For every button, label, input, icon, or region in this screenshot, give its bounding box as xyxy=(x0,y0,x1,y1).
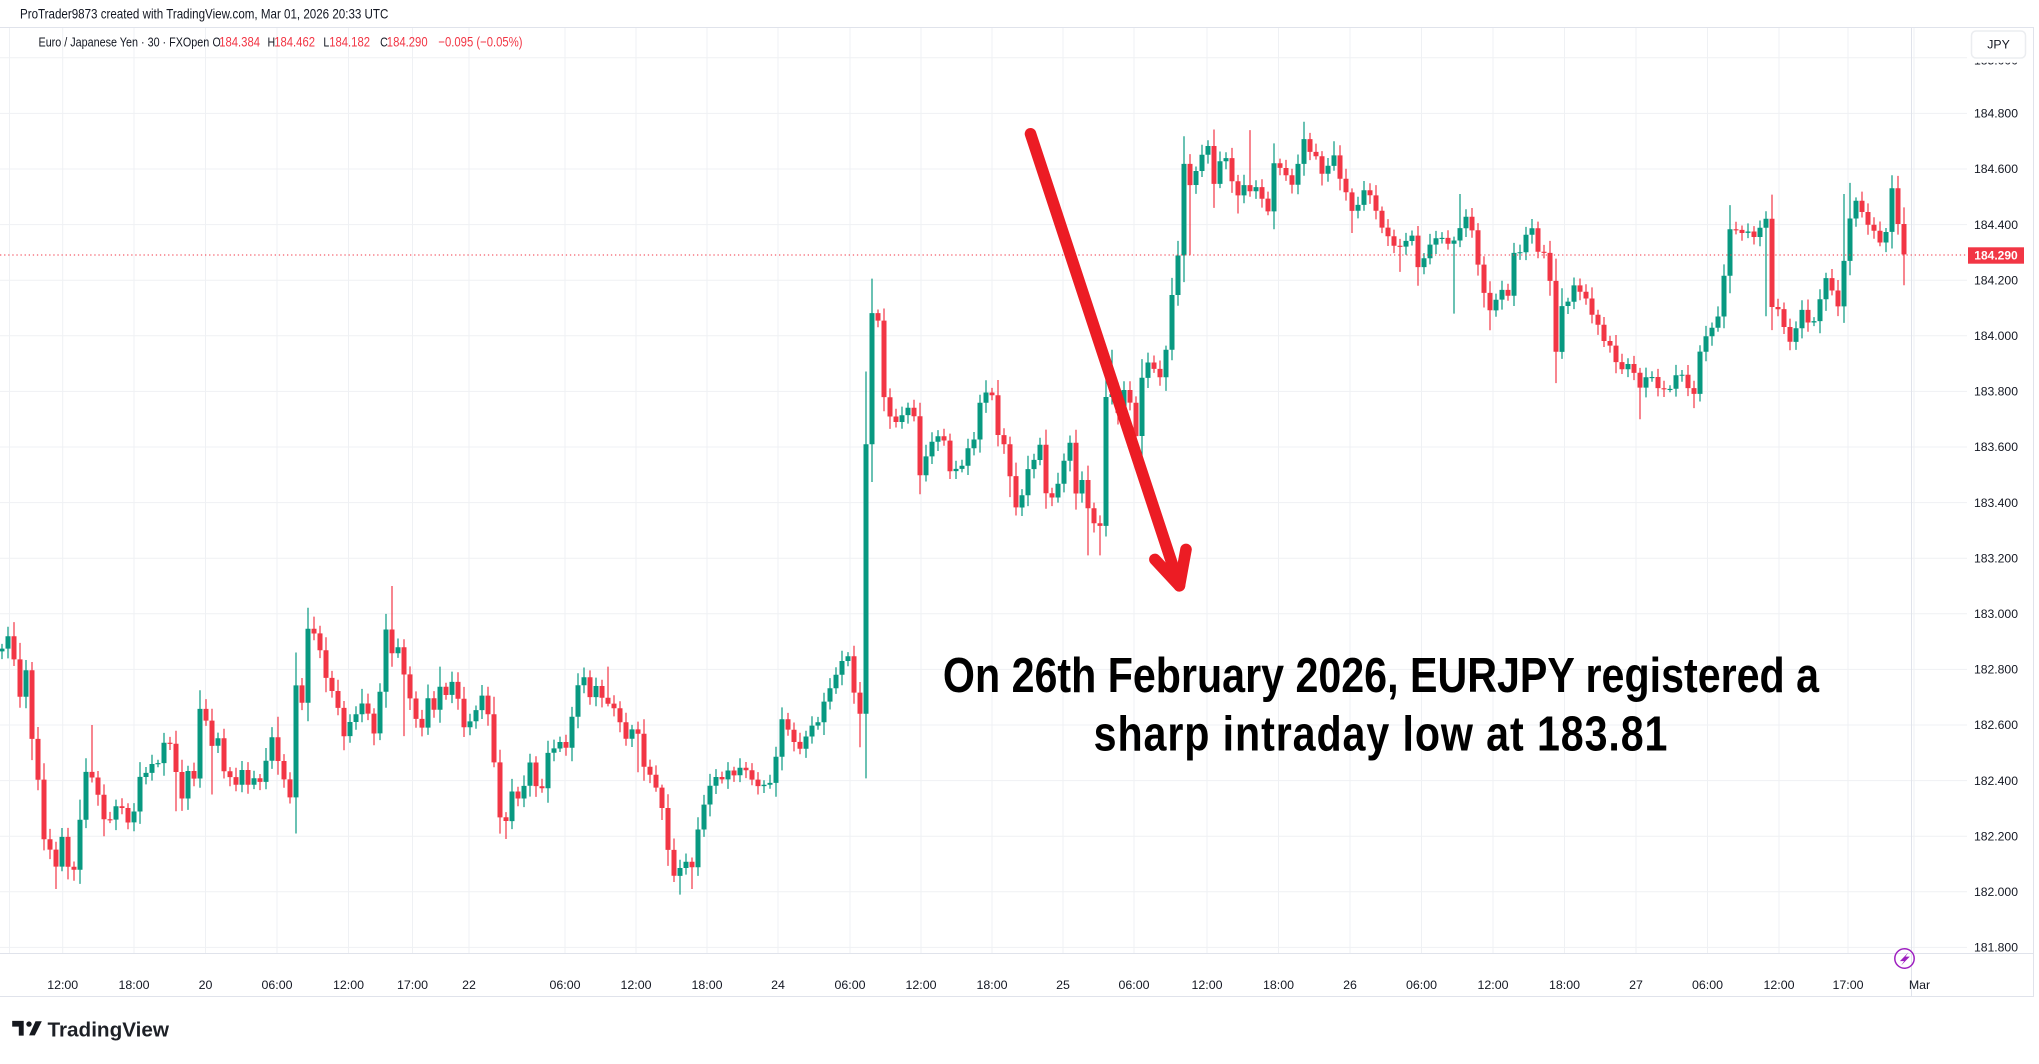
svg-text:184.290: 184.290 xyxy=(387,35,428,50)
svg-text:ProTrader9873 created with Tra: ProTrader9873 created with TradingView.c… xyxy=(20,7,388,22)
svg-text:TradingView: TradingView xyxy=(48,1019,170,1042)
svg-text:18:00: 18:00 xyxy=(691,978,722,992)
svg-text:sharp intraday low at 183.81: sharp intraday low at 183.81 xyxy=(1094,706,1669,761)
svg-text:18:00: 18:00 xyxy=(976,978,1007,992)
svg-text:06:00: 06:00 xyxy=(1406,978,1437,992)
svg-text:182.600: 182.600 xyxy=(1974,718,2018,732)
svg-text:JPY: JPY xyxy=(1987,38,2010,52)
svg-text:184.200: 184.200 xyxy=(1974,273,2018,287)
svg-text:183.400: 183.400 xyxy=(1974,496,2018,510)
svg-text:183.200: 183.200 xyxy=(1974,551,2018,565)
svg-text:12:00: 12:00 xyxy=(620,978,651,992)
svg-text:184.600: 184.600 xyxy=(1974,162,2018,176)
svg-text:24: 24 xyxy=(771,978,785,992)
svg-text:12:00: 12:00 xyxy=(1191,978,1222,992)
svg-text:12:00: 12:00 xyxy=(905,978,936,992)
svg-text:182.200: 182.200 xyxy=(1974,829,2018,843)
svg-text:184.290: 184.290 xyxy=(1974,249,2018,263)
svg-text:06:00: 06:00 xyxy=(549,978,580,992)
svg-text:22: 22 xyxy=(462,978,476,992)
svg-text:182.800: 182.800 xyxy=(1974,663,2018,677)
svg-text:12:00: 12:00 xyxy=(333,978,364,992)
svg-text:On 26th February 2026, EURJPY: On 26th February 2026, EURJPY registered… xyxy=(943,647,1820,702)
svg-text:06:00: 06:00 xyxy=(261,978,292,992)
svg-text:26: 26 xyxy=(1343,978,1357,992)
svg-text:181.800: 181.800 xyxy=(1974,941,2018,955)
svg-text:27: 27 xyxy=(1629,978,1643,992)
svg-text:Euro / Japanese Yen · 30 · FXO: Euro / Japanese Yen · 30 · FXOpen xyxy=(39,35,210,50)
svg-text:184.400: 184.400 xyxy=(1974,218,2018,232)
svg-text:182.400: 182.400 xyxy=(1974,774,2018,788)
svg-text:H: H xyxy=(268,36,276,50)
svg-text:12:00: 12:00 xyxy=(1763,978,1794,992)
svg-text:C: C xyxy=(380,36,388,50)
svg-text:182.000: 182.000 xyxy=(1974,885,2018,899)
svg-text:25: 25 xyxy=(1056,978,1070,992)
svg-text:184.384: 184.384 xyxy=(219,35,260,50)
svg-text:06:00: 06:00 xyxy=(1692,978,1723,992)
svg-text:18:00: 18:00 xyxy=(118,978,149,992)
svg-text:O: O xyxy=(213,36,221,50)
svg-text:06:00: 06:00 xyxy=(1118,978,1149,992)
svg-text:17:00: 17:00 xyxy=(1832,978,1863,992)
svg-text:183.000: 183.000 xyxy=(1974,607,2018,621)
svg-text:184.462: 184.462 xyxy=(274,35,315,50)
svg-text:12:00: 12:00 xyxy=(1477,978,1508,992)
svg-text:184.182: 184.182 xyxy=(329,35,370,50)
svg-text:183.600: 183.600 xyxy=(1974,440,2018,454)
svg-text:12:00: 12:00 xyxy=(47,978,78,992)
svg-text:06:00: 06:00 xyxy=(834,978,865,992)
svg-text:20: 20 xyxy=(199,978,213,992)
svg-text:L: L xyxy=(323,36,329,50)
svg-text:18:00: 18:00 xyxy=(1263,978,1294,992)
svg-text:Mar: Mar xyxy=(1909,978,1930,992)
svg-text:17:00: 17:00 xyxy=(397,978,428,992)
svg-text:18:00: 18:00 xyxy=(1549,978,1580,992)
svg-text:185.000: 185.000 xyxy=(1974,54,2018,68)
svg-text:184.000: 184.000 xyxy=(1974,329,2018,343)
svg-text:−0.095 (−0.05%): −0.095 (−0.05%) xyxy=(438,35,522,50)
svg-text:184.800: 184.800 xyxy=(1974,107,2018,121)
svg-text:183.800: 183.800 xyxy=(1974,385,2018,399)
